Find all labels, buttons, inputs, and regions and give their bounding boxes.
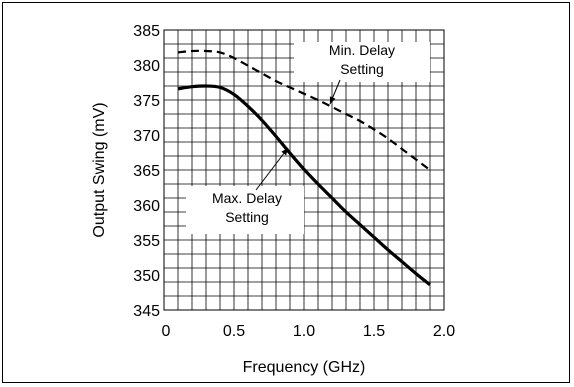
annotation-box (294, 42, 430, 82)
y-tick-label: 355 (133, 233, 160, 250)
series-layer (177, 49, 431, 287)
y-tick-label: 370 (133, 128, 160, 145)
annotation-text: Max. Delay (212, 190, 282, 206)
y-tick-label: 380 (133, 58, 160, 75)
y-tick-label: 375 (133, 93, 160, 110)
y-tick-label: 350 (133, 268, 160, 285)
arrow-head (329, 96, 336, 104)
x-tick-label: 0 (162, 323, 171, 340)
x-tick-label: 0.5 (223, 323, 245, 340)
annotation-text: Setting (340, 61, 384, 77)
y-axis-label: Output Swing (mV) (91, 102, 108, 237)
x-tick-label: 1.0 (293, 323, 315, 340)
x-tick-labels: 0 0.5 1.0 1.5 2.0 (162, 323, 456, 340)
x-tick-label: 1.5 (363, 323, 385, 340)
series-line-max (177, 84, 431, 287)
y-tick-label: 360 (133, 198, 160, 215)
x-tick-label: 2.0 (433, 323, 455, 340)
y-tick-label: 385 (133, 23, 160, 40)
y-tick-labels: 345 350 355 360 365 370 375 380 385 (133, 23, 160, 320)
series-line-min (177, 49, 431, 171)
annotation-arrow (255, 147, 289, 191)
arrow-head (281, 148, 288, 156)
y-tick-label: 365 (133, 163, 160, 180)
plot-border (163, 29, 445, 311)
annotation-box (186, 186, 304, 234)
y-tick-label: 345 (133, 303, 160, 320)
annotation-min: Min. Delay Setting (294, 42, 430, 105)
annotation-layer: Min. Delay Setting Max. Delay Setting (186, 42, 430, 234)
annotation-text: Min. Delay (329, 42, 395, 58)
annotation-text: Setting (225, 209, 269, 225)
x-axis-label: Frequency (GHz) (243, 359, 366, 376)
annotation-max: Max. Delay Setting (186, 147, 304, 234)
